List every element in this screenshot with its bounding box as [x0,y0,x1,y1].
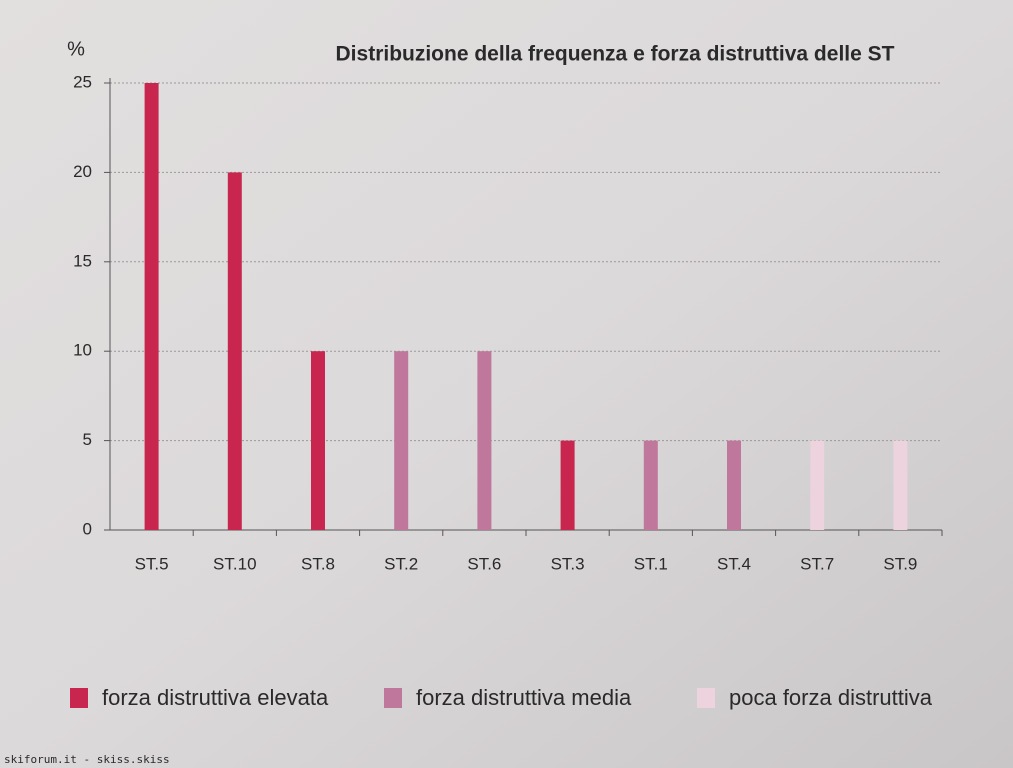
bar [394,351,409,530]
legend-swatch [697,688,715,708]
x-tick-label: ST.2 [384,554,418,573]
y-tick-label: 20 [73,162,92,181]
bar [311,351,325,530]
x-tick-label: ST.9 [883,554,917,573]
bar [227,172,242,530]
x-tick-label: ST.5 [135,554,169,573]
bar [893,440,908,530]
bar [477,351,492,530]
y-tick-label: 15 [73,251,92,270]
y-tick-label: 25 [73,72,92,91]
chart-title: Distribuzione della frequenza e forza di… [336,43,895,66]
legend-swatch [384,688,402,708]
x-tick-label: ST.8 [301,554,335,573]
watermark: skiforum.it - skiss.skiss [4,753,170,766]
bar [560,440,575,530]
legend-swatch [70,688,88,708]
x-tick-label: ST.1 [634,554,668,573]
legend-label: forza distruttiva elevata [102,685,329,710]
bar [144,83,159,530]
x-tick-label: ST.10 [213,554,256,573]
bar [643,440,658,530]
x-tick-label: ST.7 [800,554,834,573]
x-tick-label: ST.3 [551,554,585,573]
y-tick-label: 10 [73,341,92,360]
legend-label: poca forza distruttiva [729,685,933,710]
x-tick-label: ST.6 [467,554,501,573]
y-axis-label: % [67,38,85,60]
y-tick-label: 0 [83,519,92,538]
y-tick-label: 5 [83,430,92,449]
bar [727,440,741,530]
x-tick-label: ST.4 [717,554,751,573]
bar [810,440,825,530]
legend-label: forza distruttiva media [416,685,632,710]
